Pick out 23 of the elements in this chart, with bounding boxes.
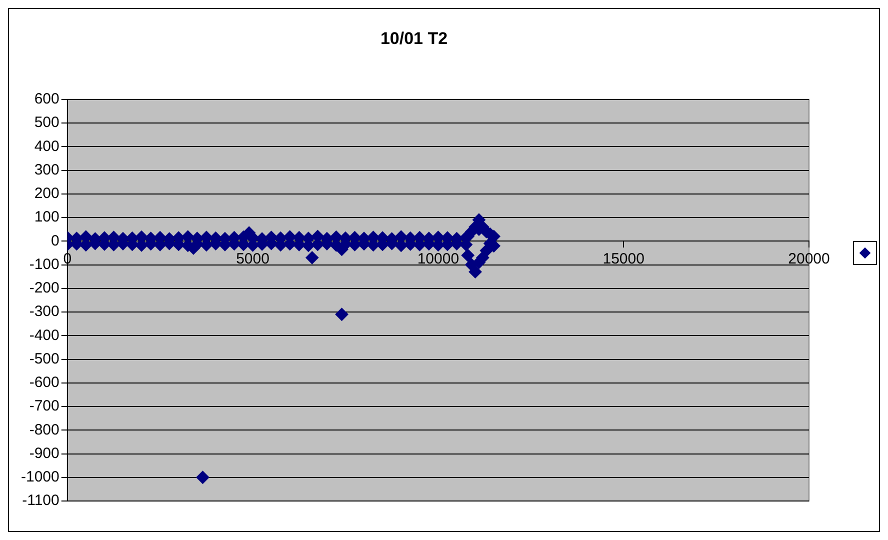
- y-tick-label: 500: [34, 114, 60, 132]
- x-tick-label: 10000: [417, 250, 460, 268]
- y-tick-label: -300: [29, 303, 60, 320]
- y-tick-label: 0: [51, 232, 60, 250]
- y-tick-label: -900: [29, 444, 60, 462]
- y-tick-label: -500: [29, 350, 60, 368]
- x-tick-label: 15000: [602, 250, 644, 268]
- y-tick-label: 300: [34, 161, 60, 178]
- y-tick-label: -100: [29, 256, 60, 273]
- y-tick-label: 100: [34, 208, 60, 226]
- y-tick-label: -1100: [22, 492, 60, 510]
- y-tick-label: -700: [29, 398, 60, 415]
- chart-title: 10/01 T2: [380, 28, 448, 48]
- y-tick-label: -600: [29, 374, 60, 392]
- x-tick-label: 5000: [236, 250, 270, 268]
- y-tick-label: -1000: [20, 468, 60, 486]
- y-tick-label: 400: [34, 138, 60, 155]
- y-tick-label: 200: [34, 185, 60, 202]
- y-tick-label: -200: [29, 280, 60, 297]
- y-tick-label: -400: [29, 326, 60, 344]
- x-tick-label: 20000: [788, 250, 830, 268]
- y-tick-label: -800: [29, 421, 60, 438]
- y-tick-label: 600: [34, 90, 60, 108]
